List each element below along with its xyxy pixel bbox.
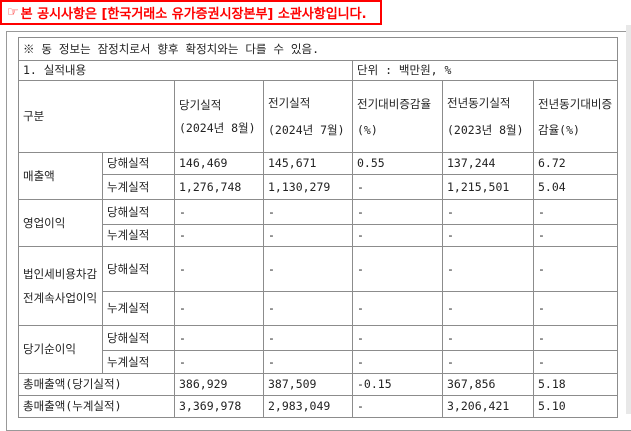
row-group-label: 매출액 (18, 152, 103, 200)
current-header: 당기실적 (2024년 8월) (174, 80, 264, 153)
value-cell: - (352, 325, 443, 351)
mom-change-header: 전기대비증감율(%) (352, 80, 443, 153)
value-cell: - (442, 224, 534, 247)
value-cell: - (174, 325, 264, 351)
table-body: 매출액 당해실적 146,469 145,671 0.55 137,244 6.72 누계실적… (18, 152, 618, 418)
value-cell: - (352, 199, 443, 225)
value-cell: - (174, 350, 264, 374)
row-sub-label: 당해실적 (102, 325, 175, 351)
table-row: 영업이익 당해실적 - - - - - (18, 199, 618, 247)
prev-year-period: (2023년 8월) (447, 122, 524, 137)
table-row: 누계실적 - - - - - (19, 291, 618, 326)
value-cell: - (442, 291, 534, 326)
value-cell: - (174, 291, 264, 326)
row-sub-label: 당해실적 (102, 199, 175, 225)
table-row: 법인세비용차감전계속사업이익 당해실적 - - - - - (18, 246, 618, 326)
previous-header: 전기실적 (2024년 7월) (263, 80, 353, 153)
previous-title: 전기실적 (268, 95, 311, 110)
value-cell: - (442, 325, 534, 351)
disclosure-panel: ※ 동 정보는 잠정치로서 향후 확정치와는 다를 수 있음. 1. 실적내용 … (6, 31, 631, 431)
value-cell: 5.18 (533, 373, 618, 396)
value-cell: - (533, 325, 618, 351)
value-cell: 146,469 (174, 152, 264, 175)
value-cell: 1,276,748 (174, 174, 264, 200)
value-cell: - (533, 291, 618, 326)
value-cell: - (442, 246, 534, 292)
table-row: 누계실적 - - - - - (19, 350, 618, 374)
value-cell: - (352, 174, 443, 200)
current-title: 당기실적 (179, 97, 222, 112)
value-cell: - (533, 224, 618, 247)
value-cell: 5.04 (533, 174, 618, 200)
value-cell: - (352, 291, 443, 326)
total-label: 총매출액(당기실적) (18, 373, 175, 396)
value-cell: - (174, 199, 264, 225)
total-row: 총매출액(당기실적) 386,929 387,509 -0.15 367,856 5.18 (18, 373, 618, 396)
section-title: 1. 실적내용 (18, 60, 353, 81)
row-sub-label: 당해실적 (102, 152, 175, 175)
prev-year-title: 전년동기실적 (447, 95, 511, 110)
value-cell: 3,206,421 (442, 395, 534, 418)
value-cell: - (263, 350, 353, 374)
value-cell: - (533, 350, 618, 374)
row-group-label: 당기순이익 (18, 325, 103, 374)
total-row: 총매출액(누계실적) 3,369,978 2,983,049-3,206,421 5.… (18, 395, 618, 418)
value-cell: - (174, 224, 264, 247)
value-cell: - (442, 350, 534, 374)
value-cell: - (174, 246, 264, 292)
performance-table: ※ 동 정보는 잠정치로서 향후 확정치와는 다를 수 있음. 1. 실적내용 … (18, 37, 618, 418)
value-cell: - (352, 246, 443, 292)
value-cell: 386,929 (174, 373, 264, 396)
value-cell: - (442, 199, 534, 225)
value-cell: - (263, 224, 353, 247)
jurisdiction-notice: ☞ 본 공시사항은 [한국거래소 유가증권시장본부] 소관사항입니다. (0, 0, 382, 25)
prev-year-header: 전년동기실적 (2023년 8월) (442, 80, 534, 153)
provisional-note: ※ 동 정보는 잠정치로서 향후 확정치와는 다를 수 있음. (18, 37, 618, 61)
unit-label: 단위 : 백만원, % (352, 60, 618, 81)
value-cell: 367,856 (442, 373, 534, 396)
value-cell: - (352, 224, 443, 247)
row-sub-label: 누계실적 (102, 224, 175, 247)
row-group-label: 법인세비용차감전계속사업이익 (18, 246, 103, 326)
value-cell: 3,369,978 (174, 395, 264, 418)
notice-text: 본 공시사항은 [한국거래소 유가증권시장본부] 소관사항입니다. (20, 7, 367, 22)
value-cell: 0.55 (352, 152, 443, 175)
row-group-label: 영업이익 (18, 199, 103, 247)
pointing-hand-icon: ☞ (7, 5, 19, 20)
value-cell: 1,215,501 (442, 174, 534, 200)
yoy-change-header: 전년동기대비증감율(%) (533, 80, 618, 153)
value-cell: 5.10 (533, 395, 618, 418)
row-sub-label: 누계실적 (102, 350, 175, 374)
value-cell: - (263, 325, 353, 351)
category-header: 구분 (18, 80, 175, 153)
value-cell: 137,244 (442, 152, 534, 175)
row-sub-label: 누계실적 (102, 174, 175, 200)
value-cell: 145,671 (263, 152, 353, 175)
table-row: 누계실적 - - - - - (19, 224, 618, 247)
vertical-scrollbar[interactable] (626, 25, 631, 414)
value-cell: 2,983,049 (263, 395, 353, 418)
value-cell: 387,509 (263, 373, 353, 396)
value-cell: - (263, 199, 353, 225)
total-label: 총매출액(누계실적) (18, 395, 175, 418)
value-cell: - (263, 291, 353, 326)
row-sub-label: 당해실적 (102, 246, 175, 292)
previous-period: (2024년 7월) (268, 122, 345, 137)
value-cell: -0.15 (352, 373, 443, 396)
value-cell: - (352, 350, 443, 374)
value-cell: - (533, 199, 618, 225)
table-row: 당기순이익 당해실적 - - - - - (18, 325, 618, 374)
value-cell: 1,130,279 (263, 174, 353, 200)
current-period: (2024년 8월) (179, 120, 256, 135)
value-cell: - (263, 246, 353, 292)
value-cell: 6.72 (533, 152, 618, 175)
table-row: 매출액 당해실적 146,469 145,671 0.55 137,244 6.72 (18, 152, 618, 200)
value-cell: - (533, 246, 618, 292)
value-cell: - (352, 395, 443, 418)
table-row: 누계실적 1,276,748 1,130,279-1,215,501 5.04 (19, 174, 618, 200)
row-sub-label: 누계실적 (102, 291, 175, 326)
